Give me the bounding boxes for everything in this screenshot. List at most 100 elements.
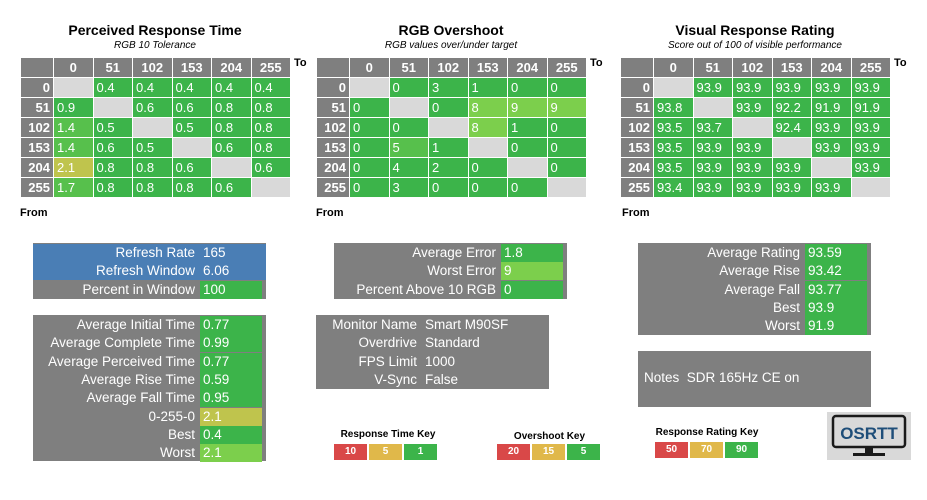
response-time-cell: 0.6 <box>211 177 252 198</box>
rating-diag-cell <box>653 77 694 98</box>
overshoot-cell: 2 <box>428 157 469 178</box>
rating-cell: 91.9 <box>850 97 891 118</box>
response-time-cell: 0.6 <box>132 97 173 118</box>
rating-summary-value: 93.42 <box>805 262 867 281</box>
response-time-col-header: 153 <box>171 57 212 78</box>
response-time-cell: 0.4 <box>211 77 252 98</box>
overshoot-grid-row: 255 0 3 0 0 0 <box>316 177 587 198</box>
refresh-row: Percent in Window 100 <box>33 280 266 299</box>
error-row: Average Error 1.8 <box>334 244 567 262</box>
overshoot-subtitle: RGB values over/under target <box>384 40 518 51</box>
times-label: Average Complete Time <box>50 335 195 351</box>
overshoot-cell: 0 <box>349 177 390 198</box>
refresh-value: 100 <box>200 280 262 299</box>
rating-cell: 93.9 <box>732 77 773 98</box>
overshoot-diag-cell <box>507 157 548 178</box>
overshoot-cell: 1 <box>428 137 469 158</box>
rating-key-title: Response Rating Key <box>655 427 759 438</box>
rating-col-header: 51 <box>692 57 733 78</box>
overshoot-cell: 9 <box>507 97 548 118</box>
overshoot-cell: 0 <box>507 137 548 158</box>
overshoot-diag-cell <box>467 137 508 158</box>
rating-cell: 93.9 <box>771 77 812 98</box>
rating-col-header: 255 <box>850 57 891 78</box>
response-time-grid-corner <box>20 57 54 78</box>
rating-cell: 93.9 <box>692 77 733 98</box>
overshoot-cell: 0 <box>349 117 390 138</box>
overshoot-cell: 8 <box>467 97 508 118</box>
times-label: Worst <box>159 445 195 461</box>
rating-cell: 93.5 <box>653 117 694 138</box>
response-time-grid-row: 255 1.7 0.8 0.8 0.8 0.6 <box>20 177 291 198</box>
response-time-diag-cell <box>132 117 173 138</box>
rating-summary-label: Average Fall <box>724 281 800 297</box>
rating-cell: 92.2 <box>771 97 812 118</box>
monitor-row: Monitor Name Smart M90SF <box>316 316 549 334</box>
overshoot-col-header: 0 <box>349 57 390 78</box>
rating-summary-row: Best 93.9 <box>638 298 871 317</box>
response-time-col-header: 51 <box>92 57 133 78</box>
rating-cell: 93.9 <box>811 137 852 158</box>
overshoot-cell: 0 <box>546 137 587 158</box>
response-time-cell: 0.4 <box>92 77 133 98</box>
overshoot-cell: 0 <box>349 137 390 158</box>
times-value: 2.1 <box>200 407 262 426</box>
times-label: Average Rise Time <box>81 371 195 387</box>
response-time-cell: 0.8 <box>211 97 252 118</box>
rating-cell: 93.9 <box>811 177 852 198</box>
overshoot-to-label: To <box>590 57 603 69</box>
osrtt-logo-text: OSRTT <box>840 424 898 443</box>
rating-cell: 93.9 <box>850 157 891 178</box>
response-time-cell: 0.6 <box>92 137 133 158</box>
rating-cell: 93.5 <box>653 157 694 178</box>
response-time-cell: 0.8 <box>250 137 291 158</box>
response-time-diag-cell <box>211 157 252 178</box>
refresh-label: Refresh Rate <box>115 245 195 260</box>
response-time-grid-row: 153 1.4 0.6 0.5 0.6 0.8 <box>20 137 291 158</box>
overshoot-row-header: 0 <box>316 77 350 98</box>
overshoot-col-header: 102 <box>428 57 469 78</box>
monitor-label: Overdrive <box>358 335 417 351</box>
response-time-row-header: 153 <box>20 137 54 158</box>
response-time-diag-cell <box>53 77 94 98</box>
rating-cell: 91.9 <box>811 97 852 118</box>
monitor-label: Monitor Name <box>332 317 417 332</box>
overshoot-grid-row: 51 0 0 8 9 9 <box>316 97 587 118</box>
monitor-value: 1000 <box>425 353 456 369</box>
overshoot-col-header: 204 <box>507 57 548 78</box>
rating-summary-value: 91.9 <box>805 317 867 336</box>
overshoot-cell: 0 <box>388 117 429 138</box>
response-time-cell: 0.5 <box>92 117 133 138</box>
rating-cell: 93.7 <box>692 117 733 138</box>
response-time-col-header: 255 <box>250 57 291 78</box>
response-time-row-header: 255 <box>20 177 54 198</box>
overshoot-cell: 5 <box>388 137 429 158</box>
times-value: 0.77 <box>200 316 262 334</box>
times-value: 0.77 <box>200 352 262 371</box>
response-time-grid-row: 51 0.9 0.6 0.6 0.8 0.8 <box>20 97 291 118</box>
response-time-cell: 0.8 <box>92 157 133 178</box>
overshoot-row-header: 102 <box>316 117 350 138</box>
rating-diag-cell <box>692 97 733 118</box>
rating-summary-row: Worst 91.9 <box>638 317 871 336</box>
rating-cell: 93.9 <box>732 177 773 198</box>
response-time-cell: 0.6 <box>250 157 291 178</box>
rating-diag-cell <box>850 177 891 198</box>
rating-grid-row: 102 93.5 93.7 92.4 93.9 93.9 <box>620 117 891 138</box>
times-label: Average Initial Time <box>76 317 195 332</box>
response-time-grid-row: 102 1.4 0.5 0.5 0.8 0.8 <box>20 117 291 138</box>
rating-cell: 93.8 <box>653 97 694 118</box>
overshoot-cell: 8 <box>467 117 508 138</box>
rating-summary-value: 93.9 <box>805 298 867 317</box>
rating-title: Visual Response Rating <box>675 22 835 38</box>
monitor-value: False <box>425 371 459 387</box>
rating-cell: 93.9 <box>850 137 891 158</box>
overshoot-row-header: 153 <box>316 137 350 158</box>
overshoot-diag-cell <box>388 97 429 118</box>
rating-summary-label: Worst <box>764 318 800 334</box>
overshoot-col-header: 153 <box>467 57 508 78</box>
times-value: 0.99 <box>200 334 262 353</box>
rating-cell: 93.9 <box>850 117 891 138</box>
response-time-grid: 0 51 102 153 204 255 0 0.4 0.4 0.4 0.4 0.4 51 0.9 0.6 0… <box>20 57 291 198</box>
